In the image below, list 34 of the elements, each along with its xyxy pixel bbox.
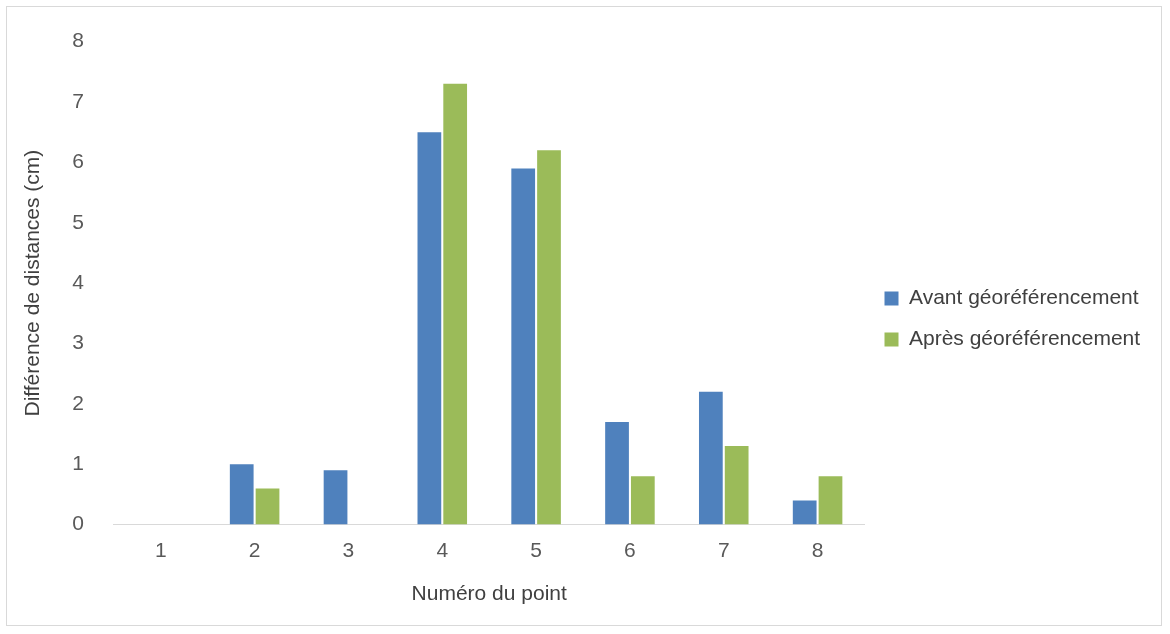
bar: [792, 500, 817, 525]
x-tick-label: 3: [342, 538, 355, 561]
y-tick-label: 3: [72, 330, 84, 354]
y-axis-title: Différence de distances (cm): [20, 149, 44, 417]
x-tick-label: 8: [811, 538, 824, 561]
x-tick-label: 1: [154, 538, 167, 561]
legend-label: Avant géoréférencement: [909, 285, 1139, 309]
bar: [255, 488, 280, 525]
y-tick-label: 5: [72, 209, 84, 233]
bar: [630, 476, 655, 525]
y-tick-label: 4: [72, 269, 85, 293]
bar: [511, 168, 536, 525]
y-tick-label: 7: [72, 88, 84, 112]
bar: [537, 150, 561, 525]
bar: [417, 132, 442, 525]
x-tick-label: 2: [248, 538, 261, 561]
x-tick-label: 5: [530, 538, 542, 561]
bar: [724, 446, 749, 525]
bar: [229, 464, 254, 525]
bar: [443, 83, 468, 525]
x-tick-label: 4: [436, 538, 449, 561]
y-tick-label: 0: [72, 511, 84, 535]
y-tick-label: 6: [72, 149, 84, 173]
x-tick-label: 6: [624, 538, 636, 561]
x-tick-label: 7: [717, 538, 730, 561]
legend-label: Après géoréférencement: [909, 326, 1141, 350]
bar: [698, 391, 723, 525]
y-tick-label: 8: [72, 28, 84, 52]
bar: [605, 421, 629, 525]
bar: [818, 476, 843, 525]
y-tick-label: 1: [72, 451, 84, 475]
x-axis-title: Numéro du point: [411, 581, 567, 605]
y-tick-label: 2: [72, 390, 84, 414]
bar: [323, 470, 348, 525]
